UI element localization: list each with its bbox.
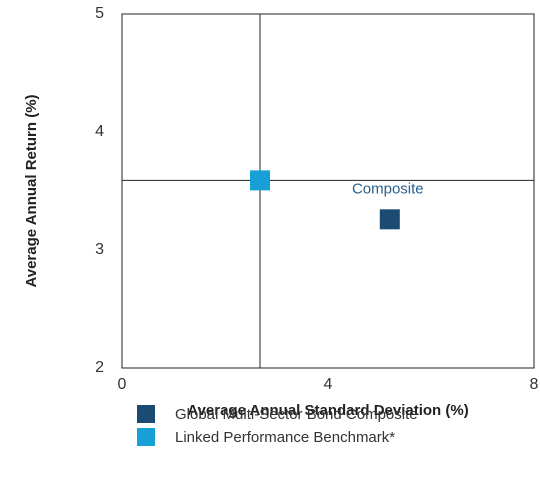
y-axis-label: Average Annual Return (%) [23,94,40,287]
plot-frame [121,13,535,369]
x-tick-label: 4 [324,376,333,393]
x-axis-label: Average Annual Standard Deviation (%) [187,402,468,419]
y-tick-label: 5 [95,5,104,22]
y-tick-label: 3 [95,241,104,258]
legend-swatch [137,405,155,423]
y-tick-label: 4 [95,123,104,140]
legend-label: Global Multi-Sector Bond Composite [175,406,418,423]
legend-label: Linked Performance Benchmark* [175,429,395,446]
point [250,170,271,191]
y-tick-label: 2 [95,359,104,376]
legend-swatch [137,428,155,446]
x-tick-label: 0 [118,376,127,393]
x-tick-label: 8 [530,376,539,393]
annotation: Composite [352,180,424,197]
point [379,209,400,230]
